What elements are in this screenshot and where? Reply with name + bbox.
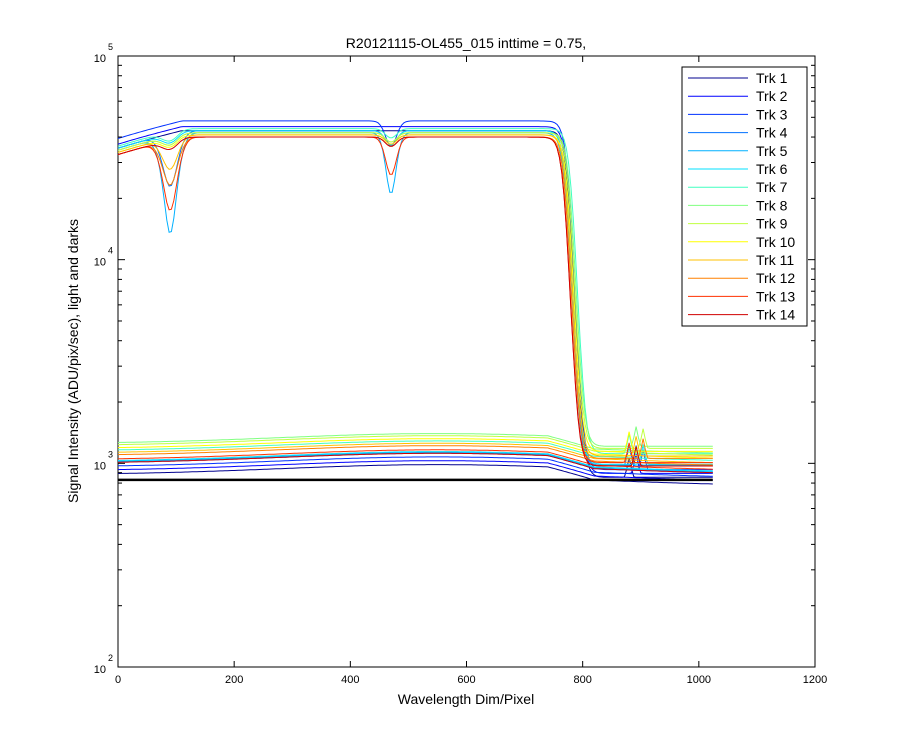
- x-tick-label: 0: [115, 674, 121, 686]
- y-axis-label: Signal Intensity (ADU/pix/sec), light an…: [65, 219, 81, 503]
- legend-label: Trk 4: [756, 125, 788, 141]
- series-line-dark: [118, 451, 713, 473]
- series-line-dark: [117, 438, 713, 459]
- x-axis-label: Wavelength Dim/Pixel: [398, 691, 534, 707]
- legend-label: Trk 2: [756, 88, 788, 104]
- series-line-light: [117, 132, 713, 449]
- legend-label: Trk 5: [756, 143, 788, 159]
- series-line-dark: [117, 445, 713, 466]
- legend-label: Trk 8: [756, 197, 788, 213]
- y-tick-exponent: 4: [108, 246, 113, 256]
- x-tick-label: 1000: [687, 674, 711, 686]
- series-line-dark: [118, 456, 713, 477]
- y-tick-label: 10: [94, 460, 106, 472]
- y-tick-exponent: 3: [108, 449, 113, 459]
- y-tick-label: 10: [94, 664, 106, 676]
- legend-label: Trk 12: [756, 270, 795, 286]
- y-tick-exponent: 2: [108, 653, 113, 663]
- series-line-light: [117, 136, 713, 467]
- legend-label: Trk 11: [756, 252, 794, 268]
- legend-label: Trk 13: [756, 288, 795, 304]
- x-tick-label: 1200: [803, 674, 827, 686]
- legend-label: Trk 9: [756, 216, 788, 232]
- legend: Trk 1 Trk 2 Trk 3 Trk 4 Trk 5 Trk 6 Trk 7 Trk 8…: [681, 66, 808, 327]
- legend-label: Trk 1: [756, 70, 788, 86]
- x-ticks: 0 200 400 600 800 1000 1200: [115, 56, 827, 686]
- legend-label: Trk 7: [756, 179, 788, 195]
- series-line-dark: [118, 440, 713, 461]
- legend-label: Trk 6: [756, 161, 788, 177]
- series-layer: [117, 120, 713, 485]
- legend-label: Trk 14: [756, 307, 795, 323]
- y-tick-label: 10: [94, 257, 106, 269]
- series-line-dark: [117, 442, 713, 464]
- x-tick-label: 800: [573, 674, 591, 686]
- series-line-light: [117, 134, 713, 457]
- legend-label: Trk 3: [756, 106, 788, 122]
- legend-label: Trk 10: [756, 234, 795, 250]
- series-line-dark: [118, 452, 713, 474]
- x-tick-label: 400: [341, 674, 359, 686]
- series-line-light: [117, 130, 713, 465]
- legend-box: [681, 66, 808, 327]
- series-line-dark: [117, 460, 713, 481]
- y-tick-label: 10: [94, 53, 106, 65]
- chart-title: R20121115-OL455_015 inttime = 0.75,: [346, 35, 586, 51]
- series-line-dark: [117, 433, 713, 454]
- x-tick-label: 600: [457, 674, 475, 686]
- series-line-light: [117, 128, 713, 455]
- y-tick-exponent: 5: [108, 42, 113, 52]
- x-tick-label: 200: [225, 674, 243, 686]
- series-line-dark: [117, 451, 713, 472]
